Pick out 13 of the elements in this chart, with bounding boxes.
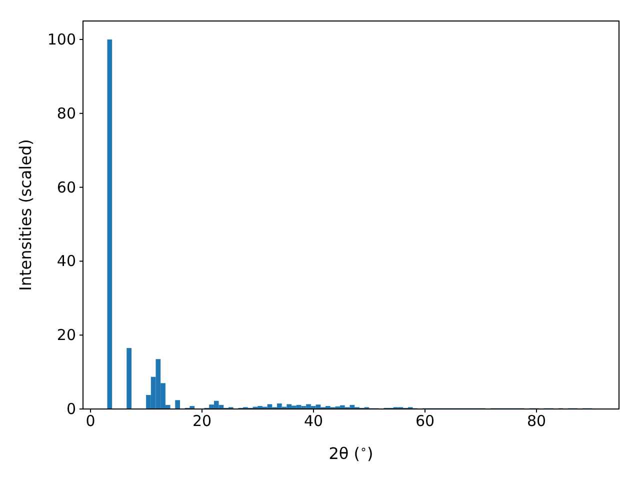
x-tick-label: 40 <box>304 412 324 430</box>
x-tick-label: 0 <box>86 412 96 430</box>
y-tick-label: 0 <box>66 400 76 418</box>
x-axis-title: 2θ ($^{∘}$) <box>328 442 374 463</box>
x-tick-label: 20 <box>192 412 212 430</box>
x-tick-label: 60 <box>415 412 435 430</box>
y-tick-label: 60 <box>56 178 76 196</box>
x-tick-label: 80 <box>526 412 546 430</box>
y-axis-title: Intensities (scaled) <box>16 139 35 291</box>
y-tick-label: 100 <box>47 30 76 48</box>
y-tick-label: 80 <box>56 104 76 122</box>
y-tick-label: 40 <box>56 252 76 270</box>
y-tick-label: 20 <box>56 326 76 344</box>
